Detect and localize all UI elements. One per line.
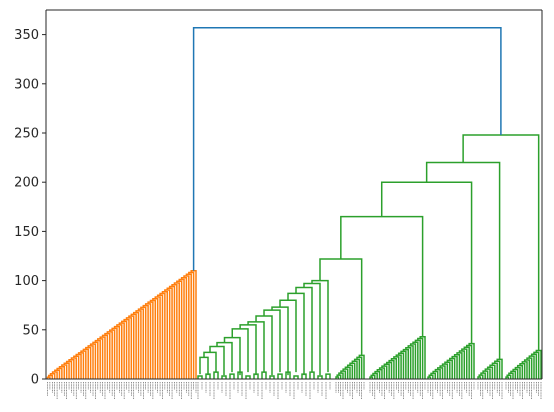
chain-base-link — [293, 375, 299, 379]
y-tick-label: 0 — [31, 373, 39, 388]
sub-d-link — [390, 358, 398, 379]
left-cluster-link — [61, 364, 68, 379]
chain-base-link — [325, 373, 331, 379]
sub-d-link — [402, 348, 410, 379]
sub-e-link — [458, 350, 466, 379]
sub-d-link — [376, 369, 383, 379]
chain-base-link — [229, 373, 235, 379]
left-cluster-link — [185, 273, 192, 379]
left-cluster-link — [152, 297, 159, 379]
left-cluster-link — [173, 282, 180, 379]
sub-e-link — [463, 346, 470, 379]
y-tick-label: 350 — [14, 28, 39, 43]
left-cluster-link — [161, 290, 169, 379]
left-cluster-link — [140, 306, 147, 379]
left-cluster-link — [111, 327, 118, 379]
chain-base-link — [269, 375, 275, 379]
chain-base-link — [245, 375, 251, 379]
left-cluster-link — [147, 301, 154, 379]
sub-e-link — [446, 359, 453, 379]
left-cluster-link — [137, 308, 145, 379]
y-tick-label: 200 — [14, 176, 39, 191]
root-link — [192, 26, 502, 271]
left-cluster-link — [123, 318, 130, 379]
sub-d-link — [395, 354, 402, 379]
sub-g-link — [508, 372, 514, 379]
sub-g-link — [530, 353, 538, 379]
left-cluster-link — [101, 334, 109, 379]
left-cluster-link — [75, 353, 82, 379]
sub-e-link — [441, 363, 449, 379]
y-tick-label: 150 — [14, 225, 39, 240]
y-axis-ticks: 0 50 100 150 200 250 300 350 — [14, 28, 46, 388]
left-cluster-link — [135, 310, 142, 379]
sub-d-link — [370, 374, 376, 379]
sub-d-link — [405, 346, 412, 379]
sub-d-link — [412, 341, 419, 379]
left-cluster-link — [188, 271, 195, 379]
left-cluster-link — [77, 352, 85, 379]
left-cluster-link — [128, 315, 135, 379]
sub-d-link — [409, 343, 417, 379]
sub-e-link — [427, 376, 432, 379]
left-cluster-link — [125, 317, 133, 379]
leaf-labels — [47, 382, 542, 399]
left-cluster-link — [99, 336, 106, 379]
y-tick-label: 300 — [14, 77, 39, 92]
sub-d-link — [397, 352, 405, 379]
y-tick-label: 100 — [14, 274, 39, 289]
y-tick-label: 50 — [22, 323, 39, 338]
sub-e-link — [451, 355, 458, 379]
left-cluster-link — [89, 343, 97, 379]
left-cluster-link — [176, 280, 183, 379]
sub-g-link — [505, 376, 510, 379]
chain-base-link — [317, 375, 323, 379]
left-cluster-link — [149, 299, 157, 379]
axes-frame — [45, 9, 543, 380]
sub-g-link — [514, 366, 521, 379]
chain-base-link — [277, 373, 283, 379]
sub-e-link — [430, 372, 437, 379]
sub-d-link — [383, 363, 390, 379]
left-cluster-link — [51, 371, 58, 379]
sub-g-link — [519, 363, 526, 379]
left-cluster-link — [87, 345, 94, 379]
left-cluster-link — [49, 373, 56, 379]
dendrogram-links — [46, 26, 542, 379]
y-tick-label: 250 — [14, 127, 39, 142]
chain-base-link — [197, 375, 203, 379]
left-cluster-link — [113, 325, 121, 379]
sub-d-link — [417, 337, 424, 379]
left-cluster-link — [54, 369, 61, 379]
left-cluster-link — [164, 289, 171, 379]
left-cluster-link — [73, 355, 80, 379]
sub-e-link — [453, 354, 461, 379]
chain-base-link — [221, 375, 227, 379]
left-cluster-link — [65, 360, 73, 379]
sub-g-link — [526, 357, 533, 379]
left-cluster-link — [63, 362, 70, 379]
sub-e-link — [434, 368, 441, 379]
